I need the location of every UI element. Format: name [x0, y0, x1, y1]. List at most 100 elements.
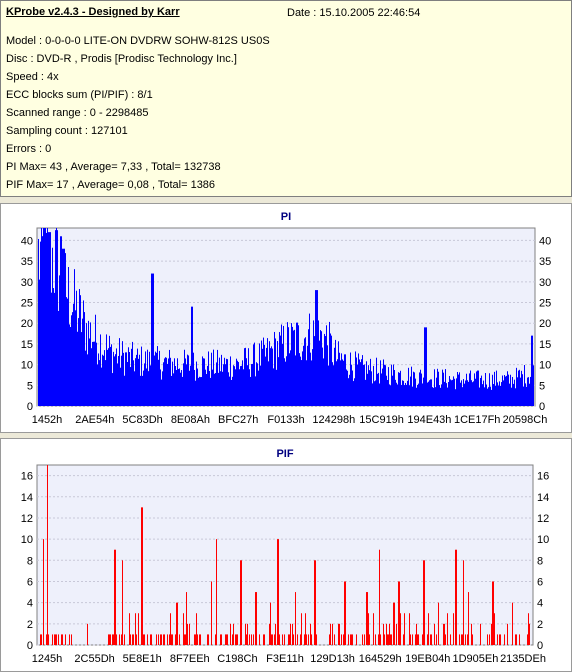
pi-bar [139, 354, 140, 406]
pi-bar [161, 379, 162, 406]
pi-bar [414, 372, 415, 406]
pif-bar [367, 592, 368, 645]
pif-bar [373, 613, 374, 645]
pi-bar [407, 380, 408, 406]
pi-bar [398, 372, 399, 406]
pi-bar [225, 364, 226, 406]
pif-bar [389, 623, 390, 645]
pi-bar [478, 370, 479, 406]
pi-bar [400, 370, 401, 406]
y-tick-label-right: 6 [537, 576, 543, 588]
pi-bar [467, 380, 468, 406]
pi-bar [474, 373, 475, 406]
chart-title: PI [281, 211, 291, 223]
pif-bar [356, 634, 357, 645]
pif-bar [436, 634, 437, 645]
pi-bar [522, 374, 523, 406]
pif-bar [208, 634, 209, 645]
pi-bar [529, 383, 530, 406]
pi-bar [477, 370, 478, 406]
pi-bar [261, 340, 262, 406]
x-tick-label: 2C55Dh [74, 653, 114, 665]
pif-bar [109, 634, 110, 645]
pi-bar [60, 236, 61, 406]
pif-bar [114, 549, 115, 645]
pif-bar [259, 634, 260, 645]
pi-bar [517, 377, 518, 406]
pif-bar [144, 634, 145, 645]
pi-bar [80, 295, 81, 406]
pi-bar [168, 358, 169, 406]
y-tick-label-right: 15 [539, 339, 551, 351]
pif-bar [492, 581, 493, 645]
scan-date: Date : 15.10.2005 22:46:54 [287, 7, 421, 19]
pif-bar [124, 634, 125, 645]
pif-bar [467, 634, 468, 645]
pi-bar [428, 381, 429, 406]
pif-bar [143, 634, 144, 645]
pi-bar [335, 339, 336, 406]
pi-bar [331, 335, 332, 406]
pif-bar [184, 634, 185, 645]
pif-bar [71, 634, 72, 645]
pif-bar [170, 613, 171, 645]
pi-bar [135, 358, 136, 406]
pi-bar [107, 349, 108, 406]
pif-bar [161, 634, 162, 645]
pif-bar [176, 602, 177, 645]
pif-bar [338, 623, 339, 645]
pi-bar [246, 358, 247, 406]
pi-bar [167, 363, 168, 406]
pi-bar [203, 358, 204, 406]
pi-bar [435, 387, 436, 406]
pi-bar [234, 366, 235, 406]
pif-bar [263, 634, 264, 645]
pi-bar [391, 364, 392, 406]
pi-bar [156, 352, 157, 406]
pi-bar [227, 359, 228, 406]
pi-bar [87, 354, 88, 406]
pi-bar [471, 380, 472, 406]
pif-bar [255, 592, 256, 645]
pif-bar [293, 634, 294, 645]
pi-bar [180, 372, 181, 406]
pif-bar [274, 634, 275, 645]
pi-bar [527, 377, 528, 406]
pi-bar [90, 322, 91, 406]
pif-bar [135, 613, 136, 645]
pif-bar [391, 634, 392, 645]
y-tick-label-right: 2 [537, 619, 543, 631]
pi-bar [420, 369, 421, 406]
pif-bar [119, 634, 120, 645]
pif-bar [122, 560, 123, 645]
pi-bar [216, 362, 217, 406]
pi-bar [524, 365, 525, 406]
pi-bar [292, 326, 293, 406]
pi-bar [374, 381, 375, 406]
pif-bar [410, 634, 411, 645]
pif-bar [245, 623, 246, 645]
pi-bar [395, 379, 396, 406]
pif-bar [177, 602, 178, 645]
pi-bar [54, 292, 55, 406]
pif-bar [311, 634, 312, 645]
pif-bar [375, 634, 376, 645]
pif-bar [306, 634, 307, 645]
pi-bar [360, 362, 361, 406]
pi-bar [102, 354, 103, 406]
pi-bar [232, 376, 233, 406]
pi-bar [403, 380, 404, 406]
info-speed: Speed : 4x [6, 71, 59, 83]
y-tick-label-right: 10 [539, 360, 551, 372]
pi-bar [270, 348, 271, 406]
pi-bar [363, 364, 364, 406]
pi-bar [127, 361, 128, 406]
pi-bar [367, 373, 368, 406]
pi-bar [412, 386, 413, 406]
pi-bar [255, 376, 256, 406]
pi-bar [192, 306, 193, 406]
pi-bar [352, 370, 353, 406]
pif-bar [175, 634, 176, 645]
pif-bar [226, 634, 227, 645]
pi-bar [289, 353, 290, 406]
